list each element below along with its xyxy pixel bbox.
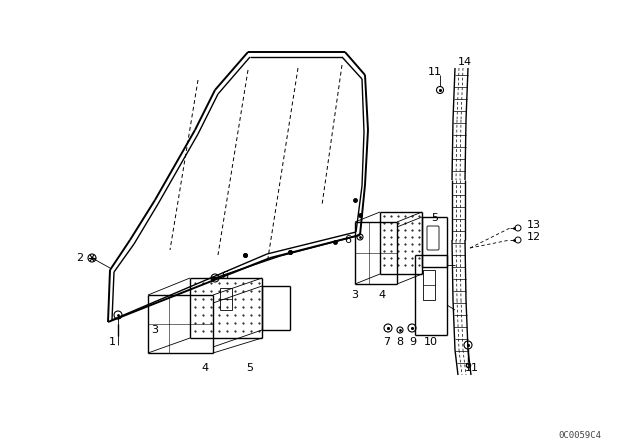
Text: 0C0059C4: 0C0059C4 xyxy=(559,431,602,439)
Text: 10: 10 xyxy=(424,337,438,347)
Text: 13: 13 xyxy=(527,220,541,230)
Text: 14: 14 xyxy=(458,57,472,67)
Text: 5: 5 xyxy=(431,213,438,223)
Text: 3: 3 xyxy=(152,325,159,335)
Text: 12: 12 xyxy=(527,232,541,242)
Text: 11: 11 xyxy=(428,67,442,77)
Text: 1: 1 xyxy=(109,337,115,347)
Text: 5: 5 xyxy=(246,363,253,373)
Text: 7: 7 xyxy=(383,337,390,347)
Text: 4: 4 xyxy=(202,363,209,373)
Text: 9: 9 xyxy=(410,337,417,347)
Text: 4: 4 xyxy=(378,290,385,300)
Bar xyxy=(220,288,232,310)
Text: 3: 3 xyxy=(351,290,358,300)
Text: 2: 2 xyxy=(76,253,84,263)
Text: 11: 11 xyxy=(465,363,479,373)
Text: 6: 6 xyxy=(221,271,228,281)
Text: 8: 8 xyxy=(396,337,404,347)
Text: 6: 6 xyxy=(344,235,351,245)
Bar xyxy=(423,270,435,300)
